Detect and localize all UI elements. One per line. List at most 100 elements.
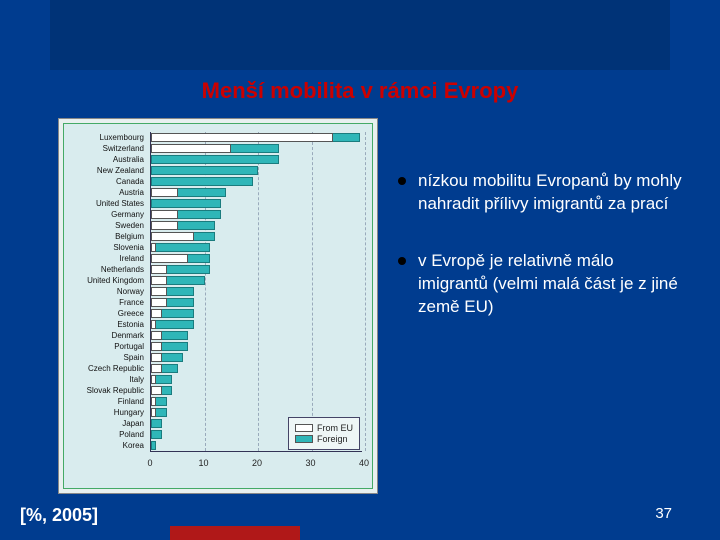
chart-row	[151, 297, 362, 308]
bar-from-eu	[151, 188, 178, 197]
bar-foreign	[151, 177, 253, 186]
bar-from-eu	[151, 408, 156, 417]
category-label: Italy	[62, 374, 144, 385]
chart-row	[151, 275, 362, 286]
bar-from-eu	[151, 298, 167, 307]
category-label: Belgium	[62, 231, 144, 242]
chart-row	[151, 385, 362, 396]
category-label: Estonia	[62, 319, 144, 330]
category-label: Australia	[62, 154, 144, 165]
bar-from-eu	[151, 287, 167, 296]
slide: Menší mobilita v rámci Evropy Lorem ipsu…	[0, 0, 720, 540]
bar-from-eu	[151, 342, 162, 351]
x-tick-label: 10	[198, 458, 208, 468]
bullet-dot-icon	[398, 177, 406, 185]
category-label: Slovak Republic	[62, 385, 144, 396]
chart-row	[151, 143, 362, 154]
x-tick-label: 0	[147, 458, 152, 468]
bullet-item: v Evropě je relativně málo imigrantů (ve…	[398, 250, 688, 319]
bar-from-eu	[151, 320, 156, 329]
chart-row	[151, 209, 362, 220]
page-number: 37	[655, 505, 672, 522]
bar-foreign	[151, 430, 162, 439]
category-label: Czech Republic	[62, 363, 144, 374]
bar-from-eu	[151, 386, 162, 395]
chart-panel: LuxembourgSwitzerlandAustraliaNew Zealan…	[63, 123, 373, 489]
bar-foreign	[151, 441, 156, 450]
legend-swatch-icon	[295, 424, 313, 432]
chart-row	[151, 352, 362, 363]
bar-from-eu	[151, 331, 162, 340]
bar-from-eu	[151, 133, 333, 142]
chart-row	[151, 341, 362, 352]
category-label: France	[62, 297, 144, 308]
bar-from-eu	[151, 397, 156, 406]
bar-from-eu	[151, 232, 194, 241]
bar-from-eu	[151, 309, 162, 318]
bar-foreign	[151, 243, 210, 252]
x-tick-label: 20	[252, 458, 262, 468]
footer-caption: [%, 2005]	[20, 505, 98, 526]
category-label: Poland	[62, 429, 144, 440]
category-label: Hungary	[62, 407, 144, 418]
category-label: Sweden	[62, 220, 144, 231]
legend-item-from-eu: From EU	[295, 423, 353, 433]
bar-from-eu	[151, 276, 167, 285]
category-label: Greece	[62, 308, 144, 319]
chart-row	[151, 264, 362, 275]
category-label: Luxembourg	[62, 132, 144, 143]
category-label: New Zealand	[62, 165, 144, 176]
bullet-dot-icon	[398, 257, 406, 265]
bar-from-eu	[151, 243, 156, 252]
chart-row	[151, 231, 362, 242]
category-label: Japan	[62, 418, 144, 429]
category-label: Germany	[62, 209, 144, 220]
bar-from-eu	[151, 210, 178, 219]
chart-row	[151, 286, 362, 297]
bar-from-eu	[151, 265, 167, 274]
category-label: Netherlands	[62, 264, 144, 275]
chart-row	[151, 132, 362, 143]
bullet-text: nízkou mobilitu Evropanů by mohly nahrad…	[418, 170, 688, 216]
bar-foreign	[151, 166, 258, 175]
slide-title: Menší mobilita v rámci Evropy	[0, 78, 720, 104]
bar-foreign	[151, 199, 221, 208]
chart-row	[151, 319, 362, 330]
bar-foreign	[151, 419, 162, 428]
category-label: Canada	[62, 176, 144, 187]
chart-row	[151, 220, 362, 231]
bullet-text: v Evropě je relativně málo imigrantů (ve…	[418, 250, 688, 319]
chart-row	[151, 308, 362, 319]
chart-row	[151, 330, 362, 341]
chart-row	[151, 198, 362, 209]
bar-from-eu	[151, 221, 178, 230]
chart-row	[151, 253, 362, 264]
category-label: Slovenia	[62, 242, 144, 253]
bar-foreign	[151, 320, 194, 329]
chart-container: Lorem ipsum dolor sit amet consectetur a…	[58, 118, 378, 494]
chart-row	[151, 374, 362, 385]
category-label: United Kingdom	[62, 275, 144, 286]
footer-accent-bar	[170, 526, 300, 540]
x-tick-label: 30	[305, 458, 315, 468]
category-label: United States	[62, 198, 144, 209]
x-tick-label: 40	[359, 458, 369, 468]
category-label: Portugal	[62, 341, 144, 352]
chart-plot-area: LuxembourgSwitzerlandAustraliaNew Zealan…	[150, 132, 362, 452]
bar-from-eu	[151, 364, 162, 373]
category-label: Austria	[62, 187, 144, 198]
legend-label: From EU	[317, 423, 353, 433]
chart-row	[151, 154, 362, 165]
category-label: Ireland	[62, 253, 144, 264]
category-label: Korea	[62, 440, 144, 451]
header-bar	[50, 0, 670, 70]
legend-label: Foreign	[317, 434, 348, 444]
bullet-item: nízkou mobilitu Evropanů by mohly nahrad…	[398, 170, 688, 216]
category-label: Spain	[62, 352, 144, 363]
category-label: Switzerland	[62, 143, 144, 154]
bar-from-eu	[151, 254, 188, 263]
category-label: Norway	[62, 286, 144, 297]
bullet-list: nízkou mobilitu Evropanů by mohly nahrad…	[398, 170, 688, 353]
chart-legend: From EU Foreign	[288, 417, 360, 450]
legend-swatch-icon	[295, 435, 313, 443]
